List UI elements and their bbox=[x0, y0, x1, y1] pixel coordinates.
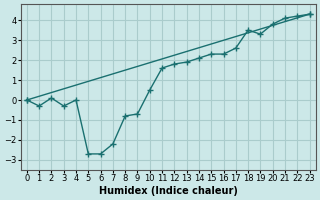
X-axis label: Humidex (Indice chaleur): Humidex (Indice chaleur) bbox=[99, 186, 238, 196]
